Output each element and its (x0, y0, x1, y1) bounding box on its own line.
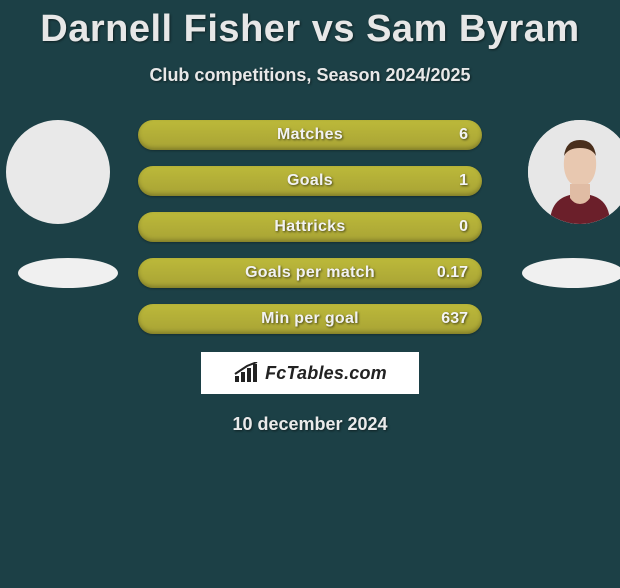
stat-value-right: 0 (459, 218, 468, 236)
avatar-left (6, 120, 110, 224)
stat-label: Goals per match (245, 264, 375, 282)
brand-text: FcTables.com (265, 363, 387, 384)
stat-value-right: 6 (459, 126, 468, 144)
stat-bars: Matches 6 Goals 1 Hattricks 0 Goals per … (138, 120, 482, 334)
stat-value-right: 637 (441, 310, 468, 328)
stat-label: Goals (287, 172, 333, 190)
stat-row: Goals per match 0.17 (138, 258, 482, 288)
stat-label: Matches (277, 126, 343, 144)
brand-badge: FcTables.com (201, 352, 419, 394)
stat-row: Matches 6 (138, 120, 482, 150)
stats-area: Matches 6 Goals 1 Hattricks 0 Goals per … (0, 120, 620, 435)
stat-value-right: 1 (459, 172, 468, 190)
flag-left (18, 258, 118, 288)
flag-right (522, 258, 620, 288)
player-portrait-icon (528, 120, 620, 224)
stat-row: Min per goal 637 (138, 304, 482, 334)
page-title: Darnell Fisher vs Sam Byram (0, 8, 620, 51)
subtitle: Club competitions, Season 2024/2025 (0, 65, 620, 86)
stat-value-right: 0.17 (437, 264, 468, 282)
stat-row: Goals 1 (138, 166, 482, 196)
date-text: 10 december 2024 (0, 414, 620, 435)
avatar-right (528, 120, 620, 224)
stat-label: Hattricks (274, 218, 345, 236)
stat-label: Min per goal (261, 310, 359, 328)
chart-icon (233, 362, 259, 384)
stat-row: Hattricks 0 (138, 212, 482, 242)
